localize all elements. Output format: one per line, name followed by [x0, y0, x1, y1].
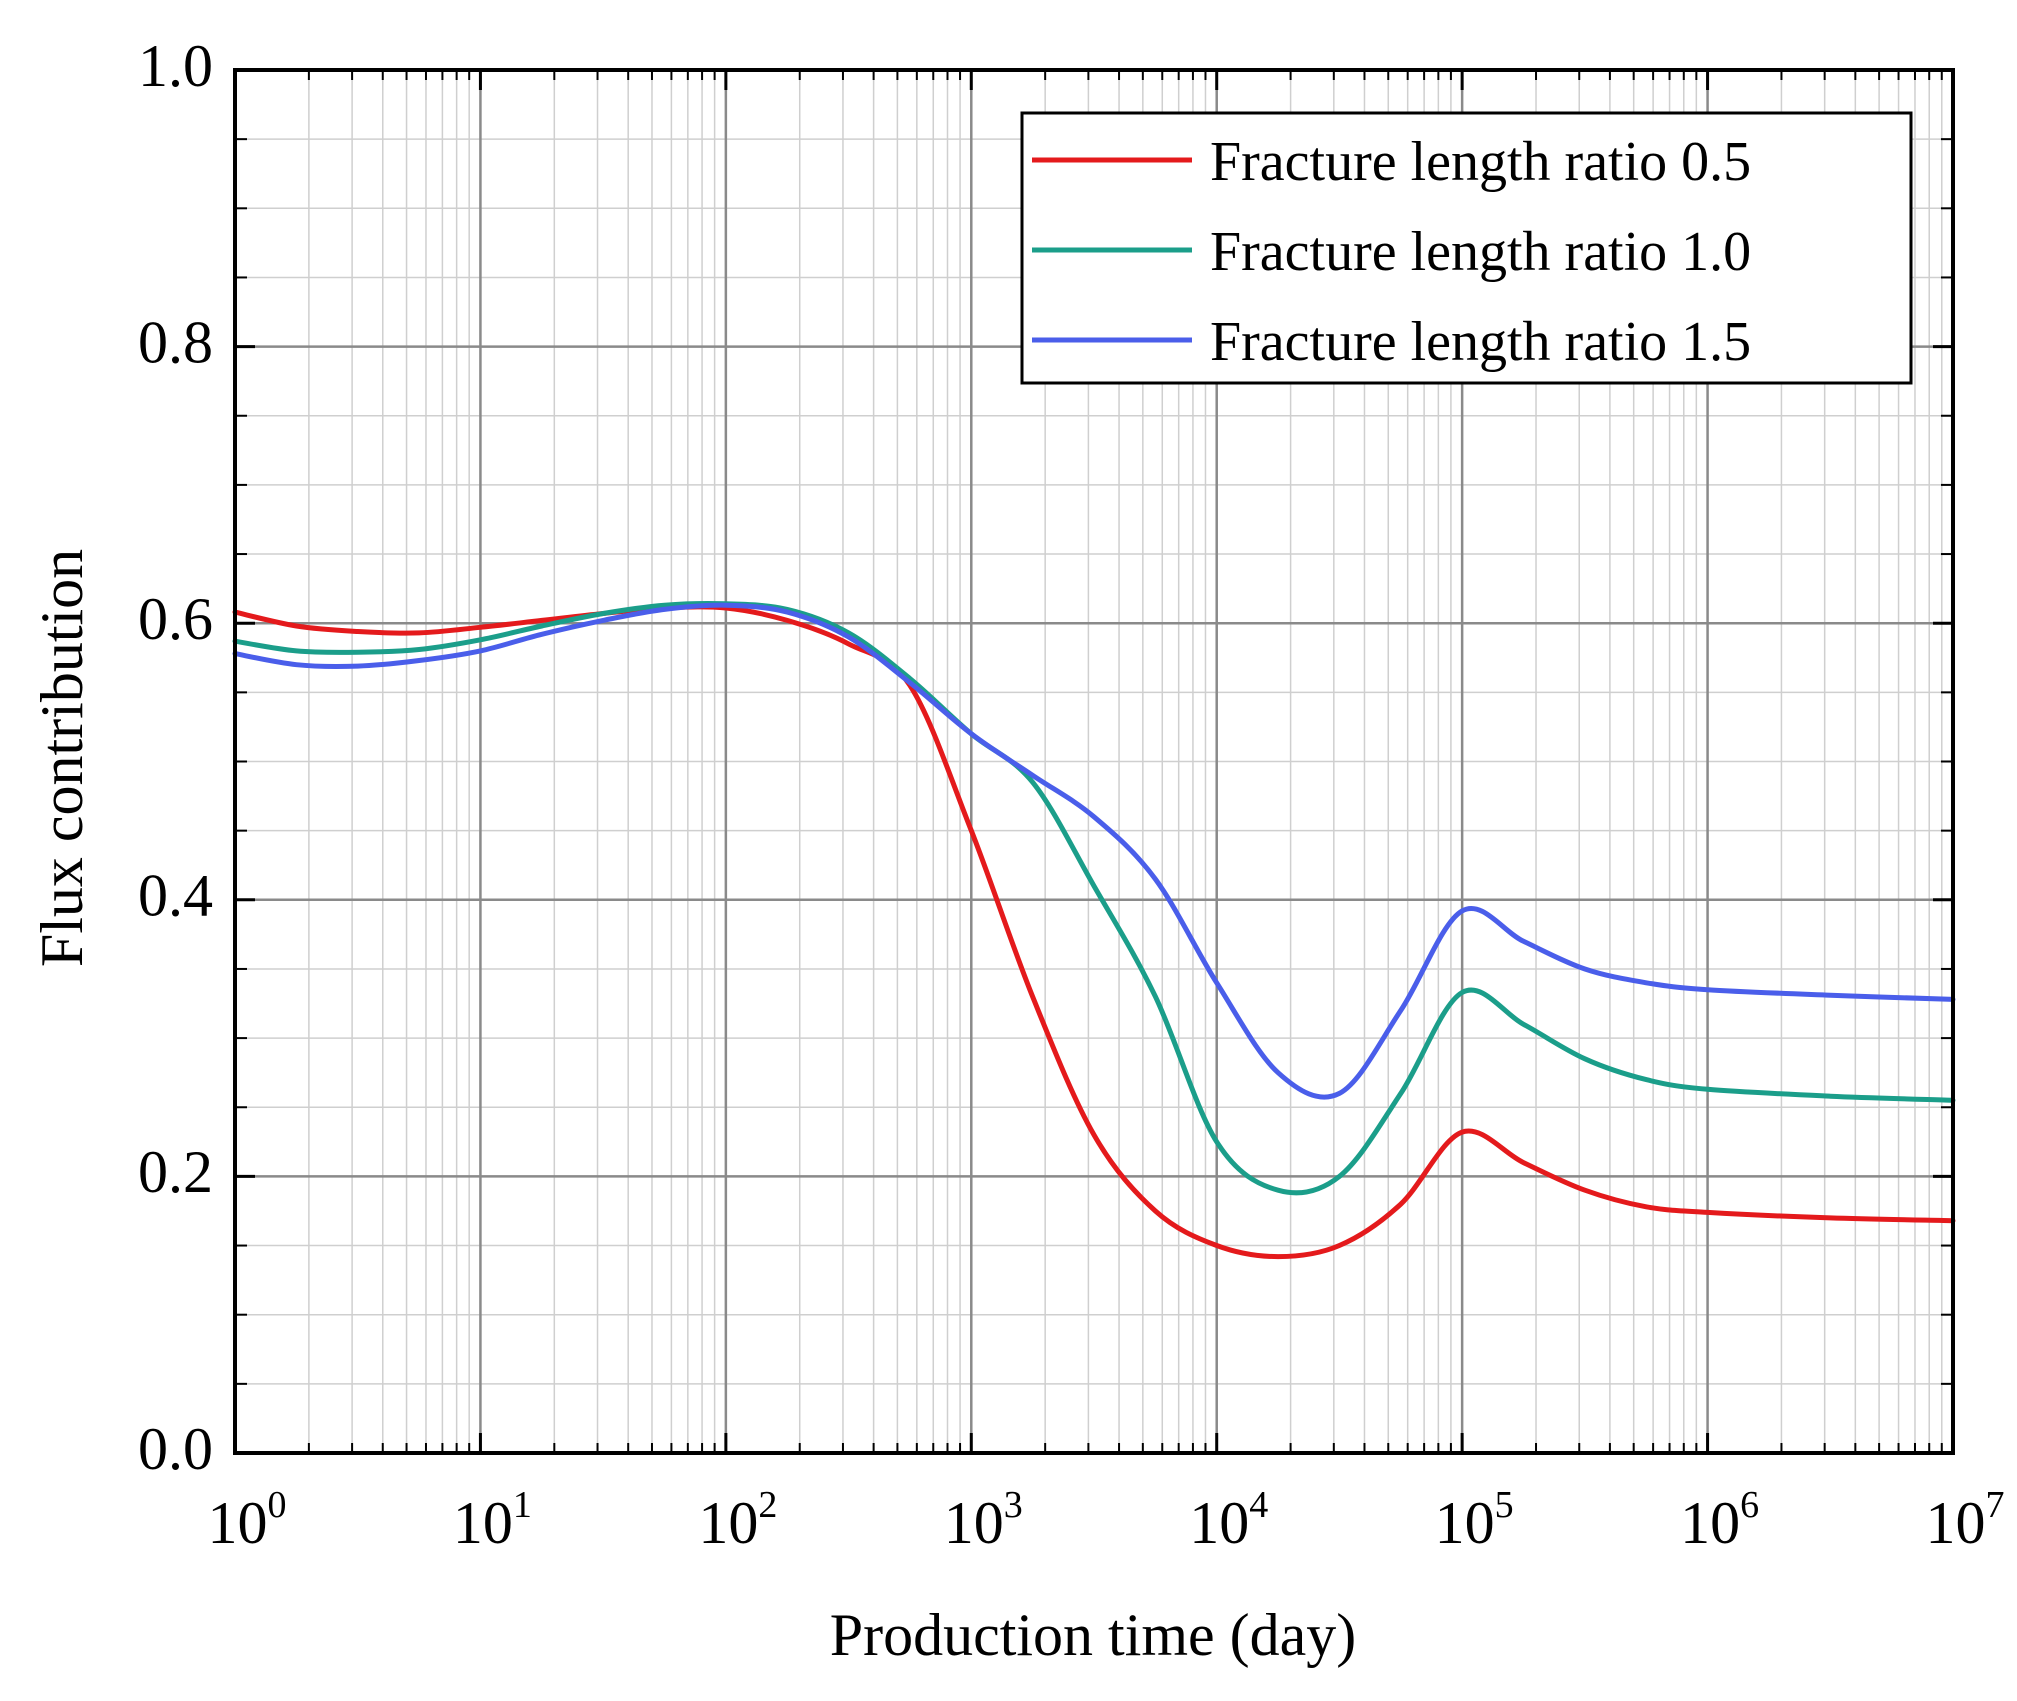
y-tick-labels: 0.0 0.2 0.4 0.6 0.8 1.0	[138, 33, 213, 1482]
series-line-2	[232, 602, 1956, 1100]
x-tick-label: 104	[1189, 1484, 1268, 1556]
x-tick-label: 106	[1680, 1484, 1759, 1556]
x-tick-label: 103	[944, 1484, 1023, 1556]
x-tick-labels: 100 101 102 103 104 105 106 107	[208, 1484, 2005, 1556]
x-tick-label: 105	[1435, 1484, 1514, 1556]
legend: Fracture length ratio 0.5 Fracture lengt…	[1020, 111, 1913, 385]
y-tick-label: 1.0	[138, 33, 213, 99]
legend-label-ratio-1-5: Fracture length ratio 1.5	[1210, 311, 1751, 373]
minor-grid	[235, 70, 1953, 1453]
legend-label-ratio-1-0: Fracture length ratio 1.0	[1210, 221, 1751, 283]
y-tick-label: 0.2	[138, 1139, 213, 1205]
series-line-0	[232, 604, 1956, 1260]
x-tick-label: 100	[208, 1484, 287, 1556]
x-tick-label: 102	[698, 1484, 777, 1556]
y-tick-label: 0.6	[138, 586, 213, 652]
y-tick-label: 0.8	[138, 309, 213, 375]
x-tick-label: 107	[1926, 1484, 2005, 1556]
x-tick-label: 101	[453, 1484, 532, 1556]
series-layer	[232, 600, 1956, 1260]
y-axis-title: Flux contribution	[29, 549, 95, 967]
y-tick-label: 0.4	[138, 863, 213, 929]
x-axis-title: Production time (day)	[830, 1602, 1357, 1668]
y-tick-label: 0.0	[138, 1416, 213, 1482]
axis-ticks	[233, 68, 1955, 1455]
series-line-1	[232, 600, 1956, 1196]
legend-label-ratio-0-5: Fracture length ratio 0.5	[1210, 131, 1751, 193]
